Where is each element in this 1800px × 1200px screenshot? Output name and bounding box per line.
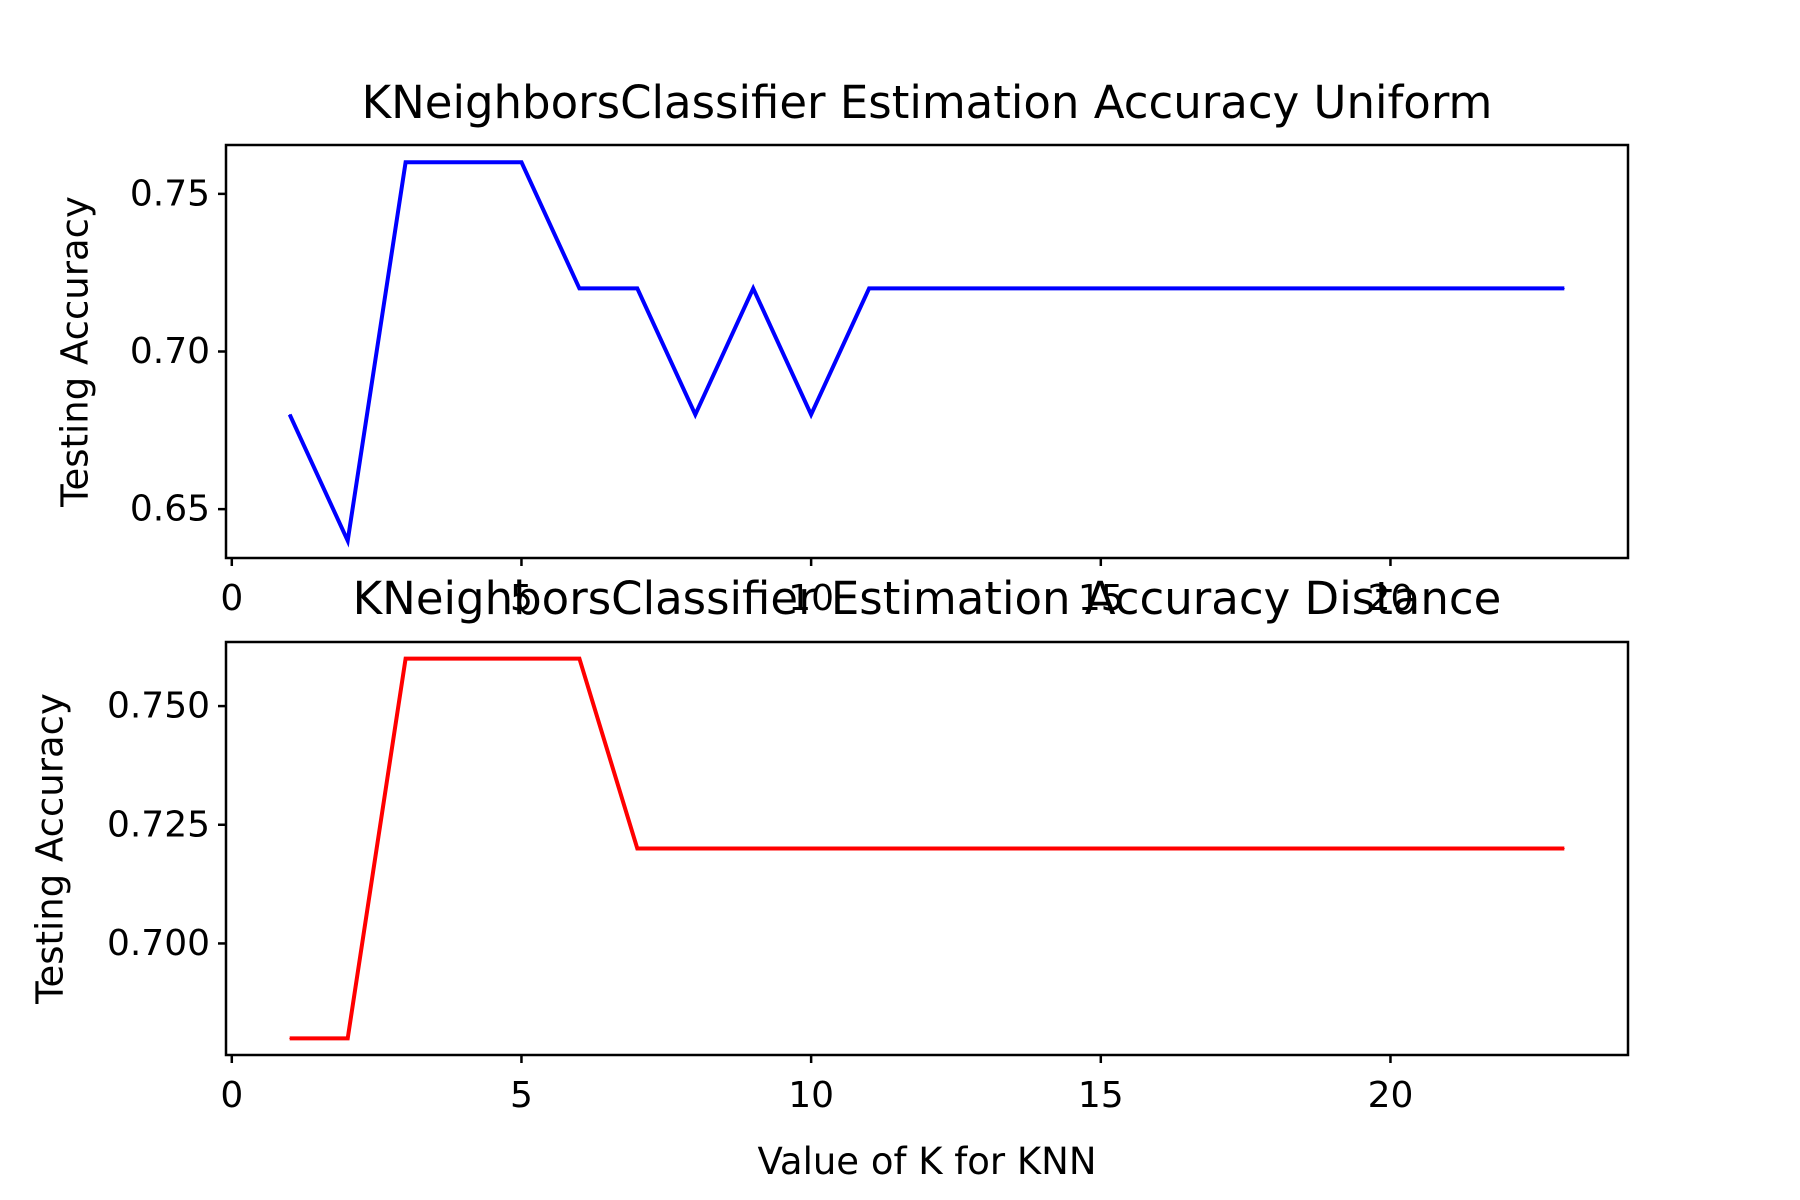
data-point — [578, 287, 580, 289]
data-point — [1100, 848, 1102, 849]
data-point — [1274, 848, 1276, 849]
data-point — [1563, 848, 1565, 849]
data-point — [347, 540, 349, 542]
data-point — [1158, 848, 1160, 849]
data-point — [810, 848, 812, 849]
data-point — [1505, 848, 1507, 849]
x-tick-label: 5 — [510, 578, 533, 619]
series-layer — [287, 160, 1565, 548]
data-point — [1042, 848, 1044, 849]
x-tick-label: 10 — [788, 578, 834, 619]
subplot-uniform: 0 5 10 15 20 0.65 0.70 0.75 KNeighborsClassifi… — [54, 76, 1630, 619]
data-point — [520, 161, 522, 163]
chart-title: KNeighborsClassifier Estimation Accuracy… — [362, 76, 1493, 129]
data-point — [926, 287, 928, 289]
data-point — [1447, 848, 1449, 849]
data-point — [347, 1037, 349, 1039]
data-point — [463, 161, 465, 163]
data-point — [289, 1037, 291, 1039]
data-point — [1447, 287, 1449, 289]
data-point — [578, 658, 580, 660]
x-tick-label: 0 — [220, 578, 243, 619]
x-axis-label: Value of K for KNN — [757, 1140, 1096, 1183]
y-axis-label: Testing Accuracy — [29, 693, 72, 1005]
y-tick-label: 0.75 — [130, 173, 210, 214]
x-tick-label: 15 — [1078, 1075, 1124, 1116]
y-axis-ticks: 0.65 0.70 0.75 — [130, 173, 226, 530]
data-point — [636, 848, 638, 849]
data-point — [1042, 287, 1044, 289]
data-point — [984, 287, 986, 289]
data-point — [289, 414, 291, 416]
data-point — [1563, 287, 1565, 289]
data-point — [405, 658, 407, 660]
data-point — [1158, 287, 1160, 289]
data-point — [1505, 287, 1507, 289]
data-point — [752, 848, 754, 849]
data-point — [1389, 287, 1391, 289]
data-point — [868, 287, 870, 289]
x-axis-ticks: 0 5 10 15 20 — [220, 1055, 1413, 1116]
series-layer — [289, 656, 1565, 1041]
x-tick-label: 20 — [1368, 578, 1414, 619]
y-tick-label: 0.750 — [107, 686, 210, 727]
y-axis-label: Testing Accuracy — [54, 196, 97, 508]
x-tick-label: 5 — [510, 1075, 533, 1116]
axes-frame — [224, 640, 1630, 1057]
x-tick-label: 0 — [220, 1075, 243, 1116]
data-point — [1389, 848, 1391, 849]
data-point — [636, 287, 638, 289]
y-tick-label: 0.700 — [107, 923, 210, 964]
data-point — [1332, 848, 1334, 849]
data-point — [926, 848, 928, 849]
data-point — [1216, 848, 1218, 849]
data-point — [1100, 287, 1102, 289]
data-point — [405, 161, 407, 163]
x-axis-ticks: 0 5 10 15 20 — [220, 558, 1413, 619]
data-point — [1216, 287, 1218, 289]
data-point — [520, 658, 522, 660]
y-axis-ticks: 0.700 0.725 0.750 — [107, 686, 226, 964]
data-point — [463, 658, 465, 660]
x-tick-label: 15 — [1078, 578, 1124, 619]
y-tick-label: 0.725 — [107, 804, 210, 845]
x-tick-label: 20 — [1368, 1075, 1414, 1116]
data-point — [694, 414, 696, 416]
data-point — [810, 414, 812, 416]
data-point — [752, 287, 754, 289]
data-point — [868, 848, 870, 849]
y-tick-label: 0.65 — [130, 489, 210, 530]
chart-title: KNeighborsClassifier Estimation Accuracy… — [353, 572, 1502, 625]
x-tick-label: 10 — [788, 1075, 834, 1116]
data-point — [1274, 287, 1276, 289]
data-point — [1332, 287, 1334, 289]
data-point — [984, 848, 986, 849]
y-tick-label: 0.70 — [130, 331, 210, 372]
subplot-distance: 0 5 10 15 20 0.700 0.725 0.750 KNeighborsClass… — [29, 572, 1630, 1183]
data-point — [694, 848, 696, 849]
